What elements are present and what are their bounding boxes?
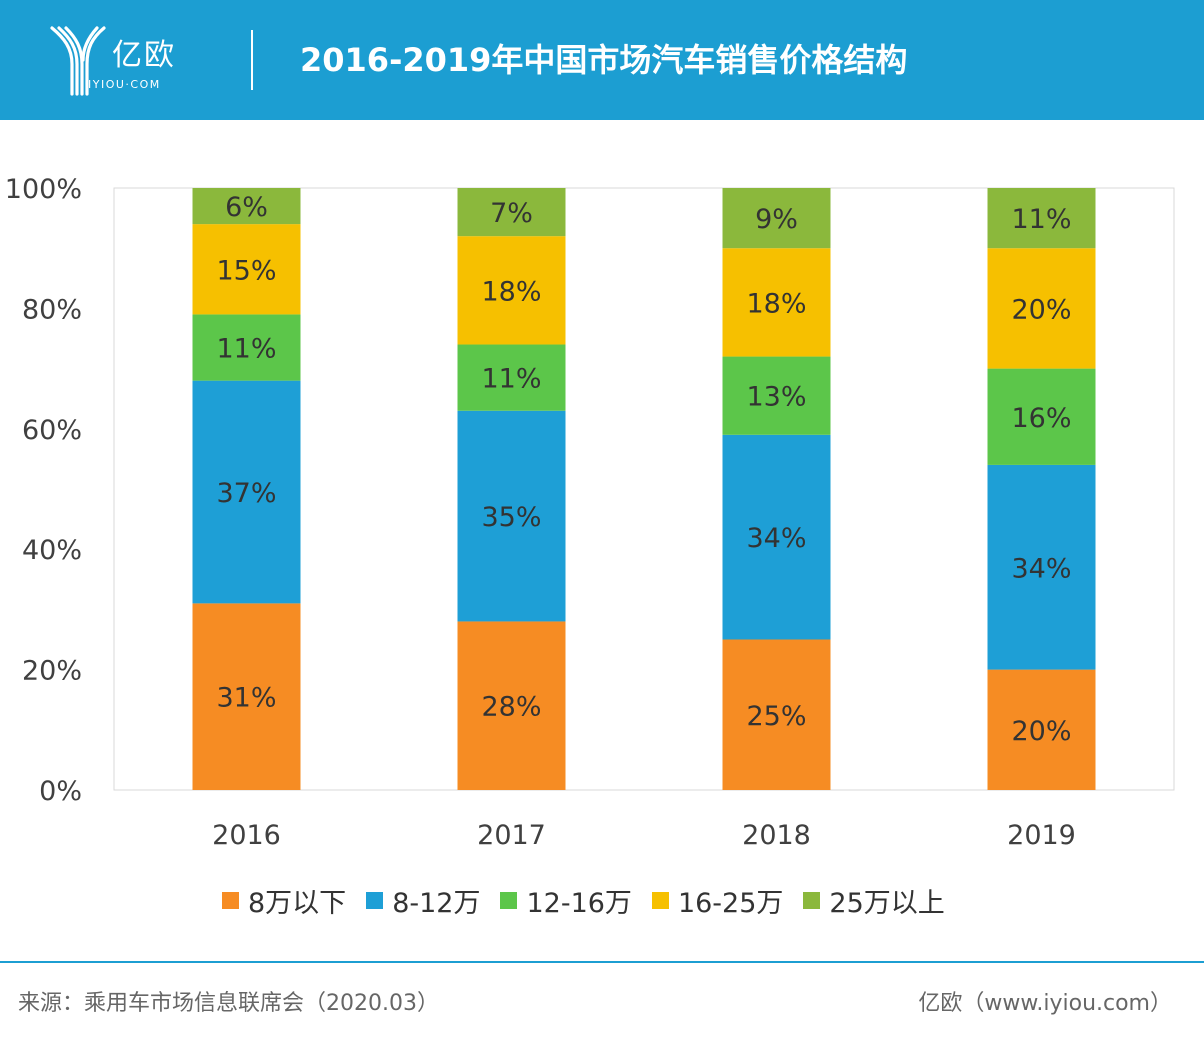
brand-name: 亿欧 bbox=[112, 38, 176, 73]
data-label: 16% bbox=[1011, 403, 1071, 434]
legend-swatch bbox=[366, 891, 384, 909]
data-label: 11% bbox=[481, 364, 541, 395]
source-note: 来源：乘用车市场信息联席会（2020.03） bbox=[18, 991, 439, 1016]
bar-segment bbox=[457, 410, 566, 622]
legend-item: 12-16万 bbox=[500, 881, 632, 920]
iyiou-logo-icon bbox=[50, 26, 106, 96]
data-label: 18% bbox=[746, 288, 806, 319]
bar-segment bbox=[987, 464, 1096, 670]
data-label: 35% bbox=[481, 502, 541, 533]
bar-segment bbox=[722, 356, 831, 435]
brand-url: IYIOU·COM bbox=[88, 78, 161, 91]
data-label: 20% bbox=[1011, 716, 1071, 747]
legend-swatch bbox=[803, 891, 821, 909]
plot-frame bbox=[113, 187, 1175, 791]
bar-segment bbox=[457, 236, 566, 345]
data-label: 34% bbox=[1011, 553, 1071, 584]
legend-item: 25万以上 bbox=[803, 881, 945, 920]
chart-legend: 8万以下 8-12万 12-16万 16-25万 25万以上 bbox=[222, 881, 945, 920]
data-label: 25% bbox=[746, 701, 806, 732]
data-label: 6% bbox=[225, 192, 268, 223]
bar-segment bbox=[722, 188, 831, 249]
bar-segment bbox=[192, 188, 301, 225]
bar-segment bbox=[987, 188, 1096, 249]
bar-segment bbox=[192, 603, 301, 790]
bar-segment bbox=[192, 380, 301, 604]
data-label: 20% bbox=[1011, 294, 1071, 325]
y-tick-label: 60% bbox=[22, 415, 82, 446]
chart-title: 2016-2019年中国市场汽车销售价格结构 bbox=[300, 41, 908, 79]
y-tick-label: 0% bbox=[39, 776, 82, 807]
legend-label: 12-16万 bbox=[526, 887, 632, 919]
data-label: 15% bbox=[216, 255, 276, 286]
legend-label: 8万以下 bbox=[248, 887, 347, 919]
legend-swatch bbox=[222, 891, 239, 909]
bar-segment bbox=[457, 621, 566, 790]
header-divider bbox=[251, 30, 253, 90]
bar-segment bbox=[722, 434, 831, 640]
stacked-bar-chart: 0% 20% 40% 60% 80% 100% 31% 37% 11% 15% 6% 2016 28% 3… bbox=[5, 174, 1175, 851]
data-label: 11% bbox=[216, 334, 276, 365]
legend-item: 8-12万 bbox=[366, 881, 480, 920]
y-tick-label: 40% bbox=[22, 535, 82, 566]
bar-segment bbox=[192, 314, 301, 381]
x-tick-label: 2016 bbox=[212, 820, 281, 851]
data-label: 34% bbox=[746, 523, 806, 554]
data-label: 13% bbox=[746, 382, 806, 413]
bar-segment bbox=[987, 669, 1096, 790]
legend-swatch bbox=[651, 891, 669, 909]
x-tick-label: 2017 bbox=[477, 820, 546, 851]
data-label: 31% bbox=[216, 683, 276, 714]
bar-segment bbox=[987, 368, 1096, 465]
data-label: 9% bbox=[755, 204, 798, 235]
footer-rule bbox=[0, 961, 1204, 963]
legend-label: 16-25万 bbox=[677, 887, 784, 919]
y-tick-label: 100% bbox=[5, 174, 82, 205]
header-banner: 亿欧 IYIOU·COM 2016-2019年中国市场汽车销售价格结构 bbox=[0, 0, 1204, 120]
bar-segment bbox=[457, 344, 566, 411]
x-tick-label: 2019 bbox=[1007, 820, 1076, 851]
legend-item: 16-25万 bbox=[651, 881, 784, 920]
bar-segment bbox=[457, 188, 566, 237]
bar-segment bbox=[987, 248, 1096, 369]
bar-segment bbox=[192, 224, 301, 315]
data-label: 7% bbox=[490, 198, 533, 229]
data-label: 11% bbox=[1011, 204, 1071, 235]
legend-label: 25万以上 bbox=[829, 887, 945, 919]
y-tick-label: 20% bbox=[22, 656, 82, 687]
x-tick-label: 2018 bbox=[742, 820, 811, 851]
data-label: 18% bbox=[481, 276, 541, 307]
legend-item: 8万以下 bbox=[222, 881, 346, 920]
bar-segment bbox=[722, 639, 831, 790]
legend-label: 8-12万 bbox=[392, 887, 481, 919]
legend-swatch bbox=[500, 891, 518, 909]
credit-note: 亿欧（www.iyiou.com） bbox=[918, 991, 1172, 1016]
y-tick-label: 80% bbox=[22, 294, 82, 325]
bar-segment bbox=[722, 248, 831, 357]
data-label: 28% bbox=[481, 692, 541, 723]
data-label: 37% bbox=[216, 478, 276, 509]
